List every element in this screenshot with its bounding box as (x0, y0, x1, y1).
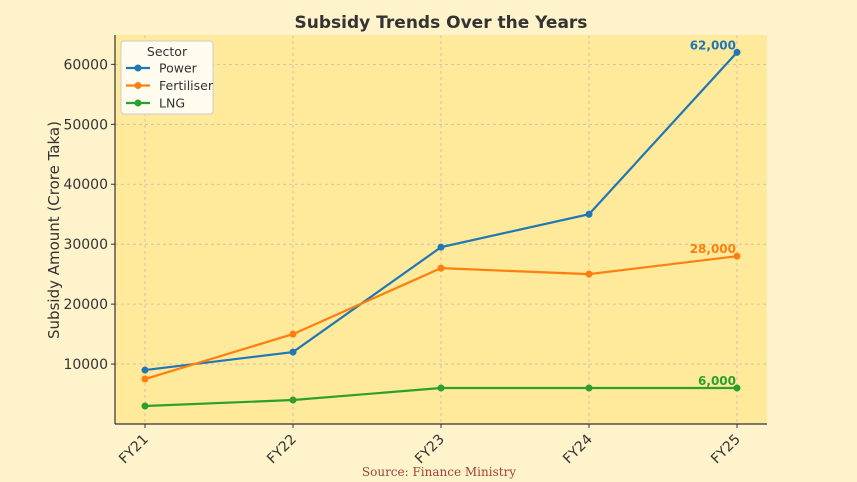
legend-label: Fertiliser (159, 78, 214, 93)
data-point (733, 48, 741, 56)
data-point (585, 270, 593, 278)
legend: Sector Power Fertiliser LNG (120, 40, 214, 115)
data-point (733, 384, 741, 392)
series-power: 62,000 (141, 38, 741, 374)
y-tick-label: 50000 (63, 117, 108, 133)
y-tick-label: 20000 (63, 297, 108, 313)
x-tick-label: FY22 (264, 432, 300, 468)
data-point (437, 243, 445, 251)
legend-marker (134, 99, 142, 107)
grid (115, 35, 767, 424)
data-point (289, 348, 297, 356)
x-tick-label: FY23 (412, 432, 448, 468)
data-point (141, 402, 149, 410)
data-label: 62,000 (690, 38, 736, 52)
series-fertiliser: 28,000 (141, 242, 741, 383)
data-point (289, 396, 297, 404)
chart-title: Subsidy Trends Over the Years (295, 13, 588, 33)
data-point (289, 330, 297, 338)
legend-label: LNG (159, 96, 185, 111)
series-lng: 6,000 (141, 374, 741, 410)
x-ticks: FY21 FY22 FY23 FY24 FY25 (116, 424, 744, 467)
y-tick-label: 30000 (63, 237, 108, 253)
y-axis-label: Subsidy Amount (Crore Taka) (45, 121, 63, 339)
data-label: 28,000 (690, 242, 736, 256)
x-tick-label: FY25 (708, 432, 744, 468)
data-point (141, 375, 149, 383)
legend-marker (134, 64, 142, 72)
source-annotation: Source: Finance Ministry (362, 465, 516, 479)
data-label: 6,000 (698, 374, 736, 388)
series-group: 62,000 28,000 6,000 (141, 38, 741, 410)
y-tick-label: 10000 (63, 357, 108, 373)
y-tick-label: 40000 (63, 177, 108, 193)
legend-label: Power (159, 61, 198, 76)
data-point (437, 384, 445, 392)
legend-title: Sector (147, 44, 188, 59)
y-ticks: 10000 20000 30000 40000 50000 60000 (63, 57, 115, 373)
data-point (585, 384, 593, 392)
legend-marker (134, 82, 142, 89)
y-tick-label: 60000 (63, 57, 108, 73)
x-tick-label: FY24 (560, 431, 596, 467)
data-point (141, 366, 149, 374)
x-tick-label: FY21 (116, 432, 152, 468)
data-point (733, 252, 741, 260)
data-point (437, 264, 445, 272)
data-point (585, 210, 593, 218)
